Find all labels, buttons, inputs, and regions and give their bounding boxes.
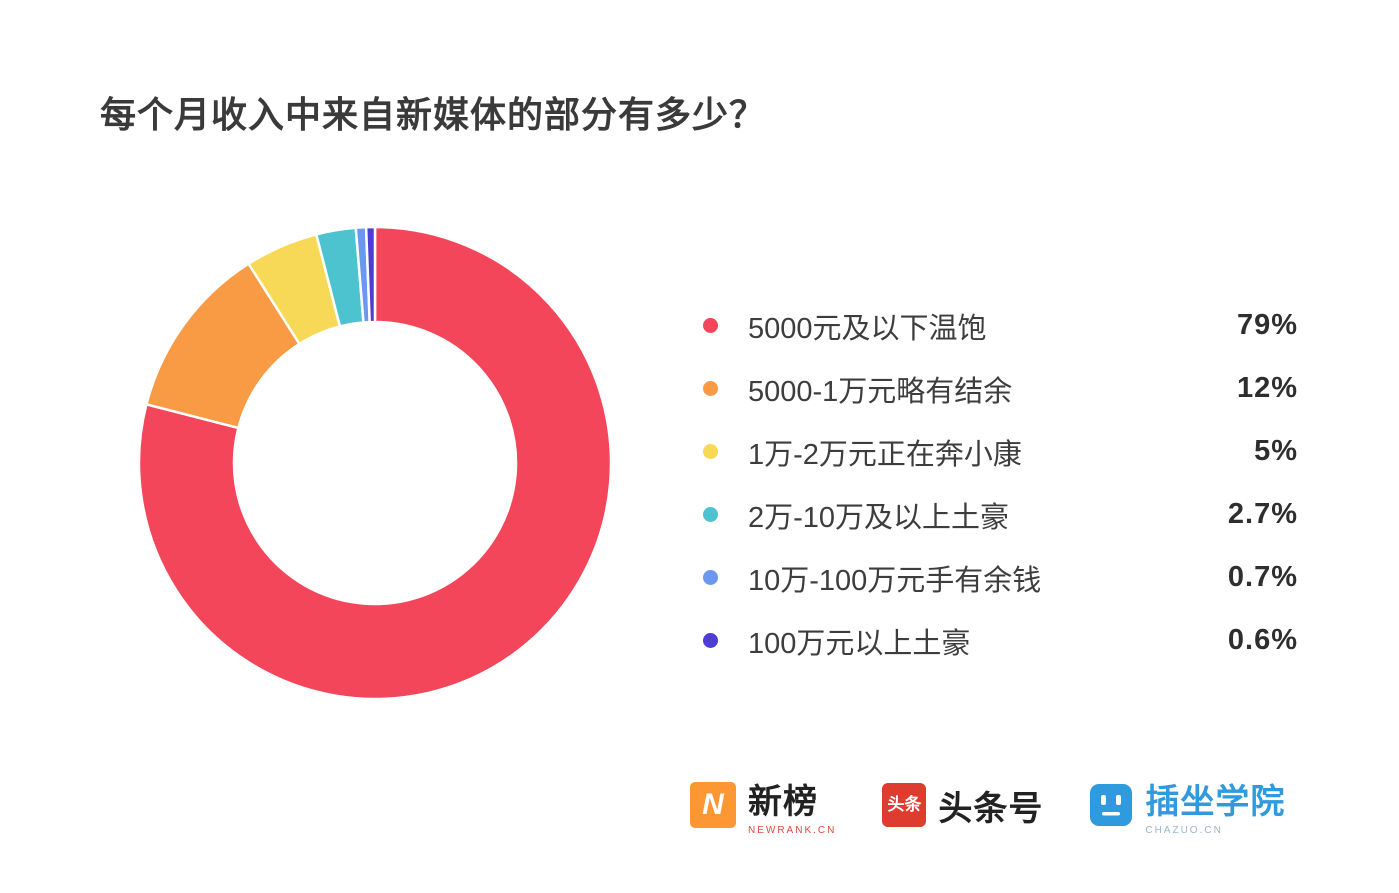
- chart-title: 每个月收入中来自新媒体的部分有多少？: [100, 94, 767, 135]
- newrank-url: NEWRANK.CN: [748, 825, 837, 836]
- legend-label: 2万-10万及以上土豪: [748, 501, 1010, 534]
- donut-segment: [137, 225, 613, 701]
- newrank-brand: N 新榜 NEWRANK.CN: [690, 774, 836, 836]
- legend-value: 79%: [1236, 309, 1298, 341]
- legend-item: 5000元及以下温饱 79%: [703, 294, 1298, 357]
- legend-color-dot: [703, 318, 718, 333]
- legend-label: 5000-1万元略有结余: [748, 375, 1013, 408]
- chazuo-brand: 插坐学院 CHAZUO.CN: [1089, 774, 1285, 836]
- donut-chart: [137, 225, 613, 701]
- legend-color-dot: [703, 444, 718, 459]
- legend-item: 1万-2万元正在奔小康 5%: [703, 420, 1298, 483]
- legend-label: 10万-100万元手有余钱: [748, 564, 1042, 597]
- legend-item: 10万-100万元手有余钱 0.7%: [703, 546, 1298, 609]
- legend-item: 5000-1万元略有结余 12%: [703, 357, 1298, 420]
- legend-item: 2万-10万及以上土豪 2.7%: [703, 483, 1298, 546]
- legend-value: 2.7%: [1227, 498, 1298, 530]
- legend-color-dot: [703, 570, 718, 585]
- legend-label: 1万-2万元正在奔小康: [748, 438, 1022, 471]
- legend-value: 0.7%: [1227, 561, 1298, 593]
- legend-color-dot: [703, 507, 718, 522]
- toutiao-logo-icon: 头条: [882, 783, 927, 827]
- chazuo-url: CHAZUO.CN: [1145, 825, 1223, 836]
- legend-value: 5%: [1254, 435, 1298, 467]
- legend-color-dot: [703, 381, 718, 396]
- legend-value: 0.6%: [1227, 624, 1298, 656]
- legend-value: 12%: [1236, 372, 1298, 404]
- toutiao-name: 头条号: [938, 789, 1044, 828]
- legend-label: 100万元以上土豪: [748, 627, 971, 660]
- footer-logos: N 新榜 NEWRANK.CN 头条 头条号 插坐学院 CHAZUO.CN: [690, 774, 1285, 836]
- chart-legend: 5000元及以下温饱 79% 5000-1万元略有结余 12% 1万-2万元正在奔小康 5…: [703, 294, 1298, 672]
- newrank-logo-icon: N: [690, 782, 736, 828]
- legend-item: 100万元以上土豪 0.6%: [703, 609, 1298, 672]
- chazuo-name: 插坐学院: [1145, 783, 1286, 821]
- toutiao-brand: 头条 头条号: [882, 781, 1043, 830]
- legend-color-dot: [703, 633, 718, 648]
- donut-segment: [364, 225, 377, 324]
- chazuo-logo-icon: [1090, 784, 1133, 826]
- newrank-name: 新榜: [748, 783, 818, 821]
- legend-label: 5000元及以下温饱: [748, 312, 987, 345]
- newrank-logo-letter: N: [702, 788, 724, 821]
